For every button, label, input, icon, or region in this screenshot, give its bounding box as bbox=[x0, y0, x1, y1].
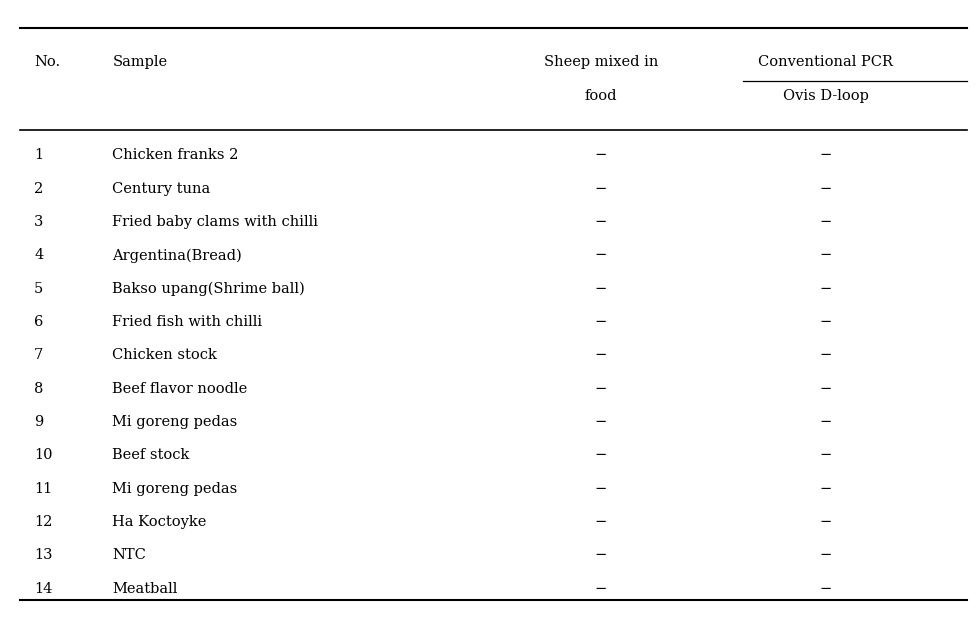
Text: Mi goreng pedas: Mi goreng pedas bbox=[112, 415, 237, 429]
Text: −: − bbox=[595, 149, 607, 162]
Text: −: − bbox=[595, 182, 607, 196]
Text: −: − bbox=[820, 149, 831, 162]
Text: −: − bbox=[820, 482, 831, 495]
Text: −: − bbox=[820, 582, 831, 595]
Text: Mi goreng pedas: Mi goreng pedas bbox=[112, 482, 237, 495]
Text: −: − bbox=[820, 182, 831, 196]
Text: Fried baby clams with chilli: Fried baby clams with chilli bbox=[112, 215, 319, 229]
Text: −: − bbox=[595, 382, 607, 395]
Text: 13: 13 bbox=[34, 549, 53, 562]
Text: 1: 1 bbox=[34, 149, 43, 162]
Text: −: − bbox=[595, 515, 607, 529]
Text: Chicken stock: Chicken stock bbox=[112, 349, 217, 362]
Text: food: food bbox=[584, 89, 617, 102]
Text: Fried fish with chilli: Fried fish with chilli bbox=[112, 315, 263, 329]
Text: Ha Koctoyke: Ha Koctoyke bbox=[112, 515, 207, 529]
Text: No.: No. bbox=[34, 55, 61, 68]
Text: 11: 11 bbox=[34, 482, 53, 495]
Text: −: − bbox=[820, 249, 831, 262]
Text: 10: 10 bbox=[34, 449, 53, 462]
Text: −: − bbox=[820, 449, 831, 462]
Text: Argentina(Bread): Argentina(Bread) bbox=[112, 248, 242, 263]
Text: −: − bbox=[595, 349, 607, 362]
Text: 5: 5 bbox=[34, 282, 43, 296]
Text: −: − bbox=[820, 549, 831, 562]
Text: Beef stock: Beef stock bbox=[112, 449, 190, 462]
Text: −: − bbox=[595, 415, 607, 429]
Text: Bakso upang(Shrime ball): Bakso upang(Shrime ball) bbox=[112, 281, 305, 296]
Text: Century tuna: Century tuna bbox=[112, 182, 211, 196]
Text: 3: 3 bbox=[34, 215, 44, 229]
Text: Meatball: Meatball bbox=[112, 582, 178, 595]
Text: Conventional PCR: Conventional PCR bbox=[758, 55, 893, 68]
Text: 12: 12 bbox=[34, 515, 53, 529]
Text: Chicken franks 2: Chicken franks 2 bbox=[112, 149, 238, 162]
Text: 6: 6 bbox=[34, 315, 44, 329]
Text: −: − bbox=[820, 415, 831, 429]
Text: 9: 9 bbox=[34, 415, 43, 429]
Text: −: − bbox=[820, 315, 831, 329]
Text: −: − bbox=[595, 482, 607, 495]
Text: NTC: NTC bbox=[112, 549, 147, 562]
Text: Sample: Sample bbox=[112, 55, 167, 68]
Text: Ovis D-loop: Ovis D-loop bbox=[783, 89, 869, 102]
Text: −: − bbox=[820, 349, 831, 362]
Text: Beef flavor noodle: Beef flavor noodle bbox=[112, 382, 247, 395]
Text: 2: 2 bbox=[34, 182, 43, 196]
Text: −: − bbox=[595, 582, 607, 595]
Text: 4: 4 bbox=[34, 249, 43, 262]
Text: −: − bbox=[595, 249, 607, 262]
Text: 8: 8 bbox=[34, 382, 44, 395]
Text: 14: 14 bbox=[34, 582, 53, 595]
Text: −: − bbox=[820, 215, 831, 229]
Text: −: − bbox=[595, 449, 607, 462]
Text: 7: 7 bbox=[34, 349, 43, 362]
Text: Sheep mixed in: Sheep mixed in bbox=[543, 55, 658, 68]
Text: −: − bbox=[595, 215, 607, 229]
Text: −: − bbox=[595, 315, 607, 329]
Text: −: − bbox=[820, 282, 831, 296]
Text: −: − bbox=[820, 515, 831, 529]
Text: −: − bbox=[820, 382, 831, 395]
Text: −: − bbox=[595, 549, 607, 562]
Text: −: − bbox=[595, 282, 607, 296]
